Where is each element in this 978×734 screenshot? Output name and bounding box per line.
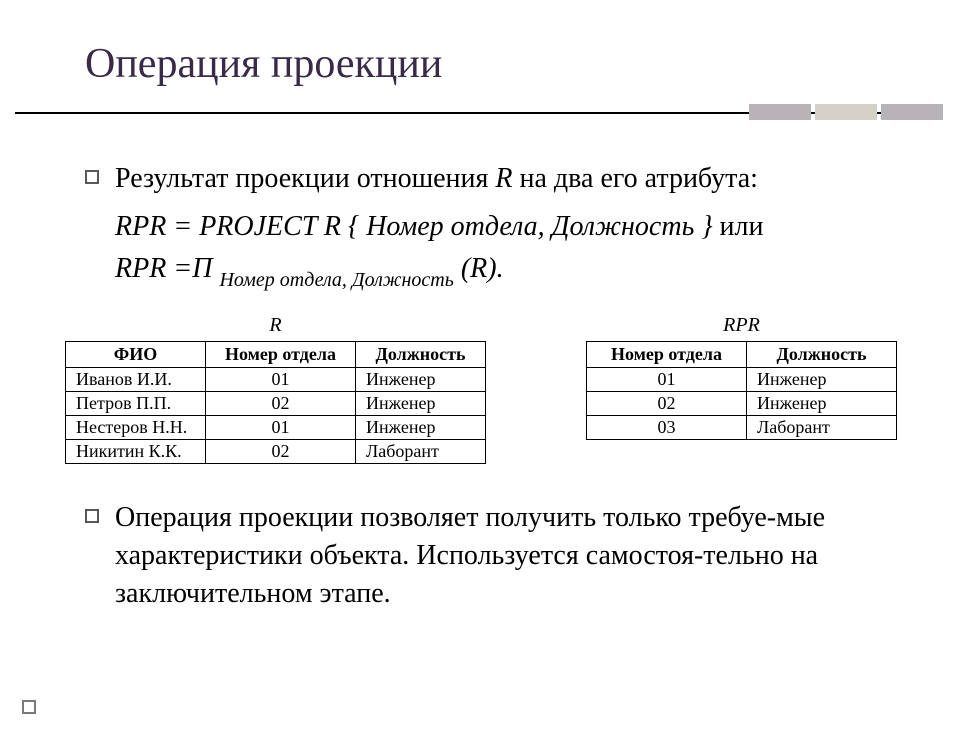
table-cell: 01 — [587, 368, 747, 392]
table-RPR-block: RPR Номер отдела Должность 01Инженер02Ин… — [586, 314, 897, 464]
footer-marker-icon — [22, 700, 36, 714]
table-header-cell: Должность — [356, 342, 486, 368]
table-cell: 02 — [206, 440, 356, 464]
formula-subscript: Номер отдела, Должность — [219, 269, 453, 291]
table-row: 03Лаборант — [587, 416, 897, 440]
table-RPR-label: RPR — [586, 314, 897, 337]
table-row: 02Инженер — [587, 392, 897, 416]
bullet-item-2: Операция проекции позволяет получить тол… — [85, 499, 913, 612]
table-RPR-body: 01Инженер02Инженер03Лаборант — [587, 368, 897, 440]
content: Результат проекции отношения R на два ег… — [55, 160, 923, 613]
italic-R: R — [495, 163, 512, 194]
table-header-cell: ФИО — [66, 342, 206, 368]
text: на два его атрибута: — [513, 163, 758, 194]
table-header-cell: Должность — [747, 342, 897, 368]
table-cell: Лаборант — [356, 440, 486, 464]
formula-rhs: (R). — [454, 253, 504, 284]
table-cell: 02 — [587, 392, 747, 416]
table-header-cell: Номер отдела — [587, 342, 747, 368]
bullet-item-1: Результат проекции отношения R на два ег… — [85, 160, 913, 198]
bullet-marker-icon — [85, 170, 99, 184]
table-R-head: ФИО Номер отдела Должность — [66, 342, 486, 368]
table-cell: Инженер — [356, 416, 486, 440]
table-cell: Петров П.П. — [66, 392, 206, 416]
table-R-block: R ФИО Номер отдела Должность Иванов И.И.… — [65, 314, 486, 464]
table-cell: Инженер — [356, 392, 486, 416]
formula-text: RPR = PROJECT R { Номер отдела, Должност… — [115, 211, 720, 242]
table-cell: 01 — [206, 416, 356, 440]
table-R: ФИО Номер отдела Должность Иванов И.И.01… — [65, 341, 486, 464]
slide: Операция проекции Результат проекции отн… — [0, 0, 978, 734]
table-cell: 01 — [206, 368, 356, 392]
table-cell: Лаборант — [747, 416, 897, 440]
formula-line-2: RPR =П Номер отдела, Должность (R). — [115, 248, 913, 293]
table-row: Никитин К.К.02Лаборант — [66, 440, 486, 464]
formula-lhs: RPR =П — [115, 253, 219, 284]
accent-block — [815, 104, 877, 120]
table-header-cell: Номер отдела — [206, 342, 356, 368]
accent-block — [881, 104, 943, 120]
table-cell: Инженер — [356, 368, 486, 392]
table-cell: Инженер — [747, 392, 897, 416]
table-header-row: ФИО Номер отдела Должность — [66, 342, 486, 368]
header-divider — [55, 100, 923, 130]
table-cell: Нестеров Н.Н. — [66, 416, 206, 440]
text: Результат проекции отношения — [115, 163, 495, 194]
table-header-row: Номер отдела Должность — [587, 342, 897, 368]
table-row: Иванов И.И.01Инженер — [66, 368, 486, 392]
table-row: Нестеров Н.Н.01Инженер — [66, 416, 486, 440]
formula-line-1: RPR = PROJECT R { Номер отдела, Должност… — [115, 206, 913, 248]
table-cell: 02 — [206, 392, 356, 416]
table-row: 01Инженер — [587, 368, 897, 392]
bullet-text: Операция проекции позволяет получить тол… — [115, 499, 913, 612]
accent-block — [749, 104, 811, 120]
table-cell: Иванов И.И. — [66, 368, 206, 392]
accent-blocks — [749, 104, 943, 120]
table-RPR-head: Номер отдела Должность — [587, 342, 897, 368]
table-R-body: Иванов И.И.01ИнженерПетров П.П.02Инженер… — [66, 368, 486, 464]
bullet-marker-icon — [85, 509, 99, 523]
table-R-label: R — [65, 314, 486, 337]
tables-row: R ФИО Номер отдела Должность Иванов И.И.… — [55, 314, 913, 464]
slide-title: Операция проекции — [85, 40, 923, 88]
table-cell: Инженер — [747, 368, 897, 392]
bullet-text: Результат проекции отношения R на два ег… — [115, 160, 758, 198]
table-cell: 03 — [587, 416, 747, 440]
table-row: Петров П.П.02Инженер — [66, 392, 486, 416]
table-RPR: Номер отдела Должность 01Инженер02Инжене… — [586, 341, 897, 440]
formula-tail: или — [720, 211, 764, 242]
table-cell: Никитин К.К. — [66, 440, 206, 464]
